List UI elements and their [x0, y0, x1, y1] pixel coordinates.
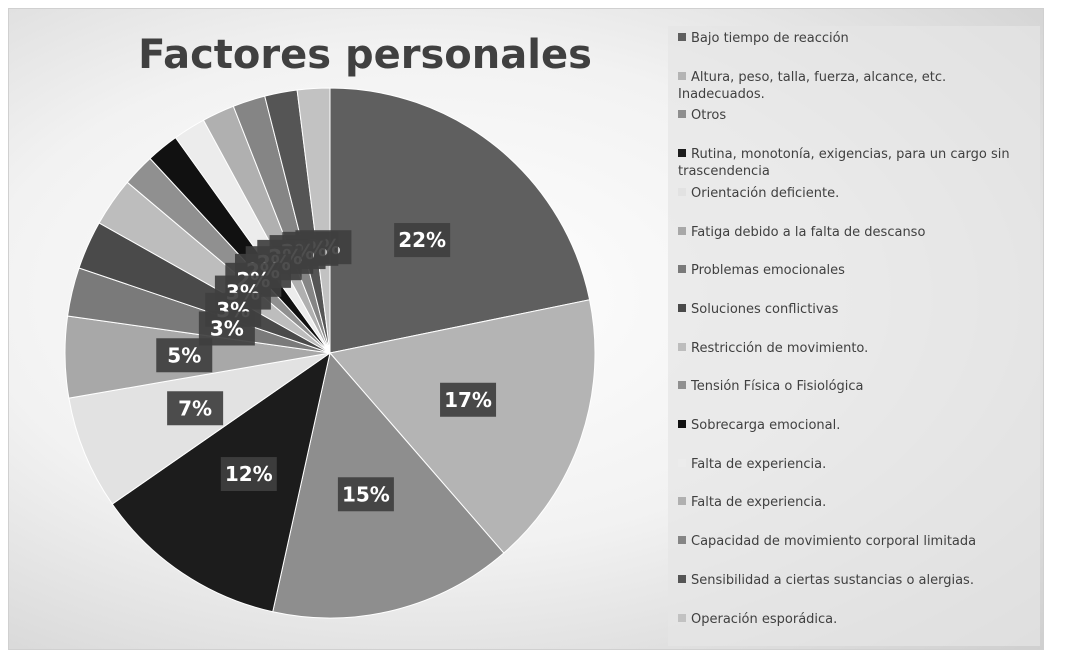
legend-label: Bajo tiempo de reacción	[691, 31, 849, 46]
legend-label: Sensibilidad a ciertas sustancias o aler…	[691, 572, 974, 588]
data-label-text: 22%	[398, 228, 446, 252]
legend-swatch	[678, 226, 686, 235]
data-label-box	[440, 382, 497, 417]
legend-swatch	[678, 574, 686, 583]
pie-slice	[68, 352, 331, 505]
pie-slice	[296, 87, 331, 354]
legend-item: Capacidad de movimiento corporal limitad…	[678, 533, 1028, 550]
legend-item: Problemas emocionales	[678, 262, 1028, 279]
legend-item: Fatiga debido a la falta de descanso	[678, 224, 1028, 241]
pie-slice	[329, 87, 591, 354]
data-label-text: 12%	[225, 462, 273, 486]
data-label-box	[337, 477, 394, 512]
legend-label: Otros	[691, 108, 727, 124]
legend-label: Soluciones conflictivas	[691, 301, 839, 317]
legend-label: Rutina, monotonía, exigencias, para un c…	[678, 147, 1010, 180]
legend-label: Operación esporádica.	[691, 611, 838, 627]
legend-item: Altura, peso, talla, fuerza, alcance, et…	[678, 69, 1028, 103]
legend-area	[668, 26, 1040, 646]
legend-label: Capacidad de movimiento corporal limitad…	[691, 534, 977, 550]
legend-item: Restricción de movimiento.	[678, 340, 1028, 357]
data-label-box	[394, 223, 451, 258]
legend-swatch	[678, 497, 686, 506]
legend-label: Falta de experiencia.	[691, 495, 827, 511]
data-label: 7%	[167, 391, 224, 426]
data-label: 17%	[440, 382, 497, 417]
legend-label: Falta de experiencia.	[691, 456, 827, 472]
legend-swatch	[678, 110, 686, 119]
legend-item: Rutina, monotonía, exigencias, para un c…	[678, 146, 1028, 180]
data-label-box	[167, 391, 224, 426]
chart-title: Factores personales	[138, 32, 592, 78]
legend-swatch	[678, 187, 686, 196]
data-label-box	[220, 457, 277, 492]
legend-item: Bajo tiempo de reacción	[678, 30, 1028, 47]
legend-item: Sobrecarga emocional.	[678, 417, 1028, 434]
legend-swatch	[678, 381, 686, 390]
data-label: 15%	[337, 477, 394, 512]
legend-item: Tensión Física o Fisiológica	[678, 378, 1028, 395]
legend-label: Restricción de movimiento.	[691, 340, 869, 356]
legend-label: Sobrecarga emocional.	[691, 418, 841, 433]
legend-swatch	[678, 71, 686, 80]
legend-item: Orientación deficiente.	[678, 185, 1028, 202]
data-label: 22%	[394, 223, 451, 258]
legend-label: Problemas emocionales	[691, 263, 845, 279]
legend-label: Tensión Física o Fisiológica	[691, 379, 864, 395]
data-label-text: 17%	[444, 388, 492, 412]
legend-swatch	[678, 33, 686, 41]
legend-swatch	[678, 458, 686, 467]
data-label-box	[156, 338, 213, 373]
legend-item: Falta de experiencia.	[678, 494, 1028, 511]
legend-swatch	[678, 265, 686, 274]
data-label-text: 15%	[342, 482, 390, 506]
data-label-text: 5%	[167, 343, 201, 367]
legend-swatch	[678, 149, 686, 158]
legend-label: Altura, peso, talla, fuerza, alcance, et…	[678, 69, 947, 102]
legend-item: Operación esporádica.	[678, 611, 1028, 628]
legend-swatch	[678, 420, 686, 428]
data-label-text: 3%	[210, 316, 244, 340]
legend-item: Soluciones conflictivas	[678, 301, 1028, 318]
legend-swatch	[678, 303, 686, 312]
data-label-text: 7%	[178, 396, 212, 420]
legend-swatch	[678, 536, 686, 545]
legend-label: Fatiga debido a la falta de descanso	[691, 224, 926, 240]
legend-swatch	[678, 613, 686, 622]
legend-swatch	[678, 342, 686, 351]
pie-slice	[329, 299, 596, 554]
legend-item: Falta de experiencia.	[678, 456, 1028, 473]
data-label: 5%	[156, 338, 213, 373]
legend-item: Otros	[678, 107, 1028, 124]
legend-label: Orientación deficiente.	[691, 185, 840, 201]
data-label: 12%	[220, 457, 277, 492]
legend-item: Sensibilidad a ciertas sustancias o aler…	[678, 572, 1028, 589]
